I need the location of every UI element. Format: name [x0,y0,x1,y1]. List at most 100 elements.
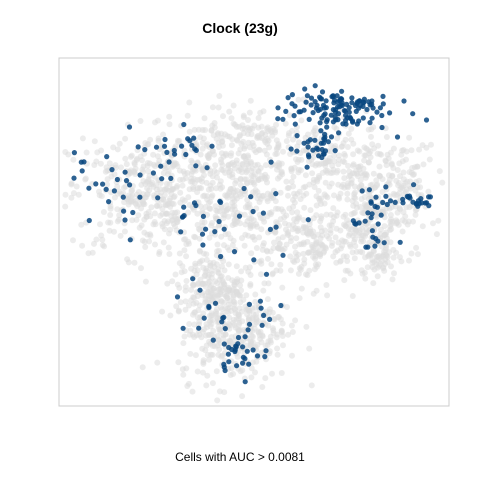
highlighted-cell-point [286,95,291,100]
background-cell-point [234,263,240,269]
background-cell-point [118,233,124,239]
background-cell-point [173,272,179,278]
background-cell-point [229,115,235,121]
background-cell-point [220,353,226,359]
background-cell-point [248,179,254,185]
background-cell-point [191,310,197,316]
background-cell-point [169,218,175,224]
background-cell-point [160,224,166,230]
highlighted-cell-point [232,249,237,254]
highlighted-cell-point [243,379,248,384]
background-cell-point [186,381,192,387]
background-cell-point [80,135,86,141]
highlighted-cell-point [259,306,264,311]
highlighted-cell-point [290,92,295,97]
background-cell-point [177,177,183,183]
background-cell-point [320,170,326,176]
background-cell-point [224,202,230,208]
background-cell-point [264,152,270,158]
background-cell-point [322,191,328,197]
highlighted-cell-point [349,95,354,100]
highlighted-cell-point [209,144,214,149]
background-cell-point [202,347,208,353]
background-cell-point [406,258,412,264]
background-cell-point [370,280,376,286]
background-cell-point [196,280,202,286]
background-cell-point [222,331,228,337]
highlighted-cell-point [370,235,375,240]
background-cell-point [236,329,242,335]
background-cell-point [245,233,251,239]
background-cell-point [182,268,188,274]
highlighted-cell-point [283,109,288,114]
background-cell-point [261,240,267,246]
background-cell-point [122,156,128,162]
background-cell-point [310,129,316,135]
background-cell-point [362,152,368,158]
highlighted-cell-point [378,105,383,110]
highlighted-cell-point [329,134,334,139]
background-cell-point [276,241,282,247]
background-cell-point [166,114,172,120]
background-cell-point [345,163,351,169]
background-cell-point [176,308,182,314]
background-cell-point [259,384,265,390]
background-cell-point [214,315,220,321]
background-cell-point [203,382,209,388]
highlighted-cell-point [127,182,132,187]
background-cell-point [212,162,218,168]
highlighted-cell-point [411,182,416,187]
background-cell-point [231,103,237,109]
background-cell-point [365,264,371,270]
background-cell-point [246,140,252,146]
highlighted-cell-point [331,94,336,99]
background-cell-point [218,159,224,165]
background-cell-point [403,204,409,210]
background-cell-point [248,250,254,256]
background-cell-point [169,278,175,284]
background-cell-point [99,237,105,243]
background-cell-point [369,141,375,147]
background-cell-point [255,133,261,139]
highlighted-cell-point [294,149,299,154]
background-cell-point [248,159,254,165]
highlighted-cell-point [213,301,218,306]
background-cell-point [300,251,306,257]
background-cell-point [195,369,201,375]
background-cell-point [383,158,389,164]
highlighted-cell-point [240,361,245,366]
highlighted-cell-point [245,349,250,354]
highlighted-cell-point [240,344,245,349]
background-cell-point [301,257,307,263]
highlighted-cell-point [333,148,338,153]
background-cell-point [121,185,127,191]
background-cell-point [118,164,124,170]
highlighted-cell-point [255,353,260,358]
background-cell-point [174,217,180,223]
highlighted-cell-point [243,334,248,339]
highlighted-cell-point [123,170,128,175]
background-cell-point [336,153,342,159]
background-cell-point [248,374,254,380]
background-cell-point [156,251,162,257]
background-cell-point [86,250,92,256]
background-cell-point [175,282,181,288]
background-cell-point [336,196,342,202]
background-cell-point [284,242,290,248]
background-cell-point [391,146,397,152]
background-cell-point [280,342,286,348]
background-cell-point [380,264,386,270]
background-cell-point [183,307,189,313]
highlighted-cell-point [217,219,222,224]
highlighted-cell-point [261,313,266,318]
highlighted-cell-point [130,210,135,215]
background-cell-point [107,220,113,226]
chart-caption: Cells with AUC > 0.0081 [0,450,480,464]
background-cell-point [122,229,128,235]
background-cell-point [268,261,274,267]
background-cell-point [98,161,104,167]
highlighted-cell-point [369,201,374,206]
background-cell-point [159,309,165,315]
background-cell-point [288,235,294,241]
highlighted-cell-point [347,110,352,115]
